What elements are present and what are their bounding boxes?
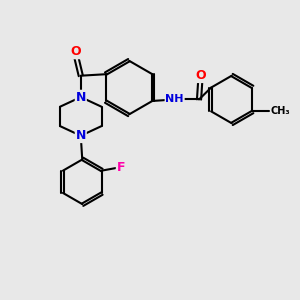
Text: O: O bbox=[70, 45, 81, 58]
Text: N: N bbox=[76, 129, 86, 142]
Text: N: N bbox=[76, 91, 86, 103]
Text: F: F bbox=[117, 161, 125, 174]
Text: CH₃: CH₃ bbox=[270, 106, 290, 116]
Text: NH: NH bbox=[165, 94, 184, 104]
Text: O: O bbox=[195, 69, 206, 82]
